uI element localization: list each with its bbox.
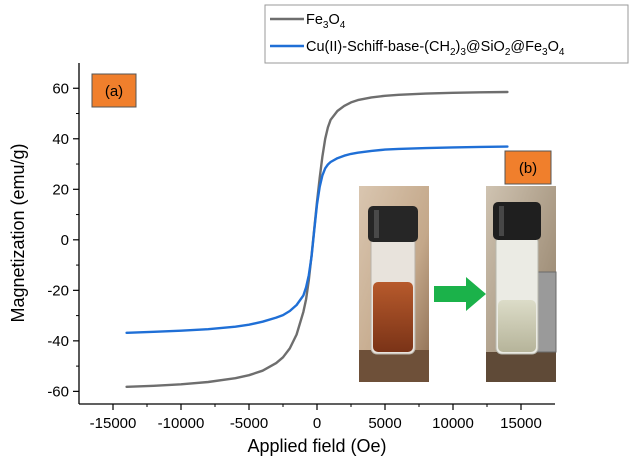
panel-label-b-text: (b): [519, 160, 537, 177]
x-tick-group: -15000 -10000 -5000 0 5000 10000 15000: [90, 404, 542, 432]
inset-photo-dispersed: [359, 186, 429, 382]
y-tick-label: -20: [47, 282, 69, 299]
plot-frame: [78, 63, 555, 405]
legend-label-composite: Cu(II)-Schiff-base-(CH2)3@SiO2@Fe3O4: [306, 39, 565, 58]
series-line-0: [125, 90, 509, 388]
photo-2-magnet: [536, 271, 557, 353]
panel-label-a: (a): [91, 73, 137, 108]
panel-label-a-box: [91, 73, 137, 108]
photo-1-vial-liquid: [373, 282, 413, 352]
x-tick-label: 0: [313, 415, 321, 432]
green-arrow-icon: [434, 277, 486, 311]
y-tick-label: 60: [52, 80, 69, 97]
y-axis-title: Magnetization (emu/g): [8, 143, 28, 322]
inset-arrow: [434, 277, 486, 311]
photo-2-table: [486, 352, 556, 382]
y-tick-label: 20: [52, 181, 69, 198]
photo-2-vial-liquid: [498, 300, 536, 352]
series-line-1: [125, 145, 509, 334]
x-tick-label: -5000: [230, 415, 268, 432]
photo-1-table: [359, 350, 429, 382]
x-tick-label: -10000: [158, 415, 205, 432]
panel-label-b-box: [504, 150, 552, 185]
photo-2-cap-highlight: [499, 206, 504, 236]
x-tick-label: 5000: [368, 415, 401, 432]
y-tick-label: -40: [47, 333, 69, 350]
legend-label-fe3o4: Fe3O4: [306, 12, 346, 31]
y-tick-label: -60: [47, 383, 69, 400]
x-tick-label: 10000: [432, 415, 474, 432]
panel-label-b: (b): [504, 150, 552, 185]
y-tick-label: 40: [52, 131, 69, 148]
y-tick-label: 0: [61, 232, 69, 249]
x-axis-title: Applied field (Oe): [247, 436, 386, 456]
legend: Fe3O4 Cu(II)-Schiff-base-(CH2)3@SiO2@Fe3…: [264, 4, 629, 64]
photo-1-vial-cap: [368, 206, 418, 242]
legend-box: [264, 4, 629, 64]
photo-2-vial-cap: [493, 202, 541, 240]
panel-label-a-text: (a): [105, 83, 123, 100]
x-tick-label: 15000: [500, 415, 542, 432]
inset-photo-separated: [486, 186, 557, 382]
y-tick-group: -60 -40 -20 0 20 40 60: [47, 80, 79, 400]
x-tick-label: -15000: [90, 415, 137, 432]
photo-1-cap-highlight: [374, 210, 379, 238]
series-group: [125, 90, 509, 388]
